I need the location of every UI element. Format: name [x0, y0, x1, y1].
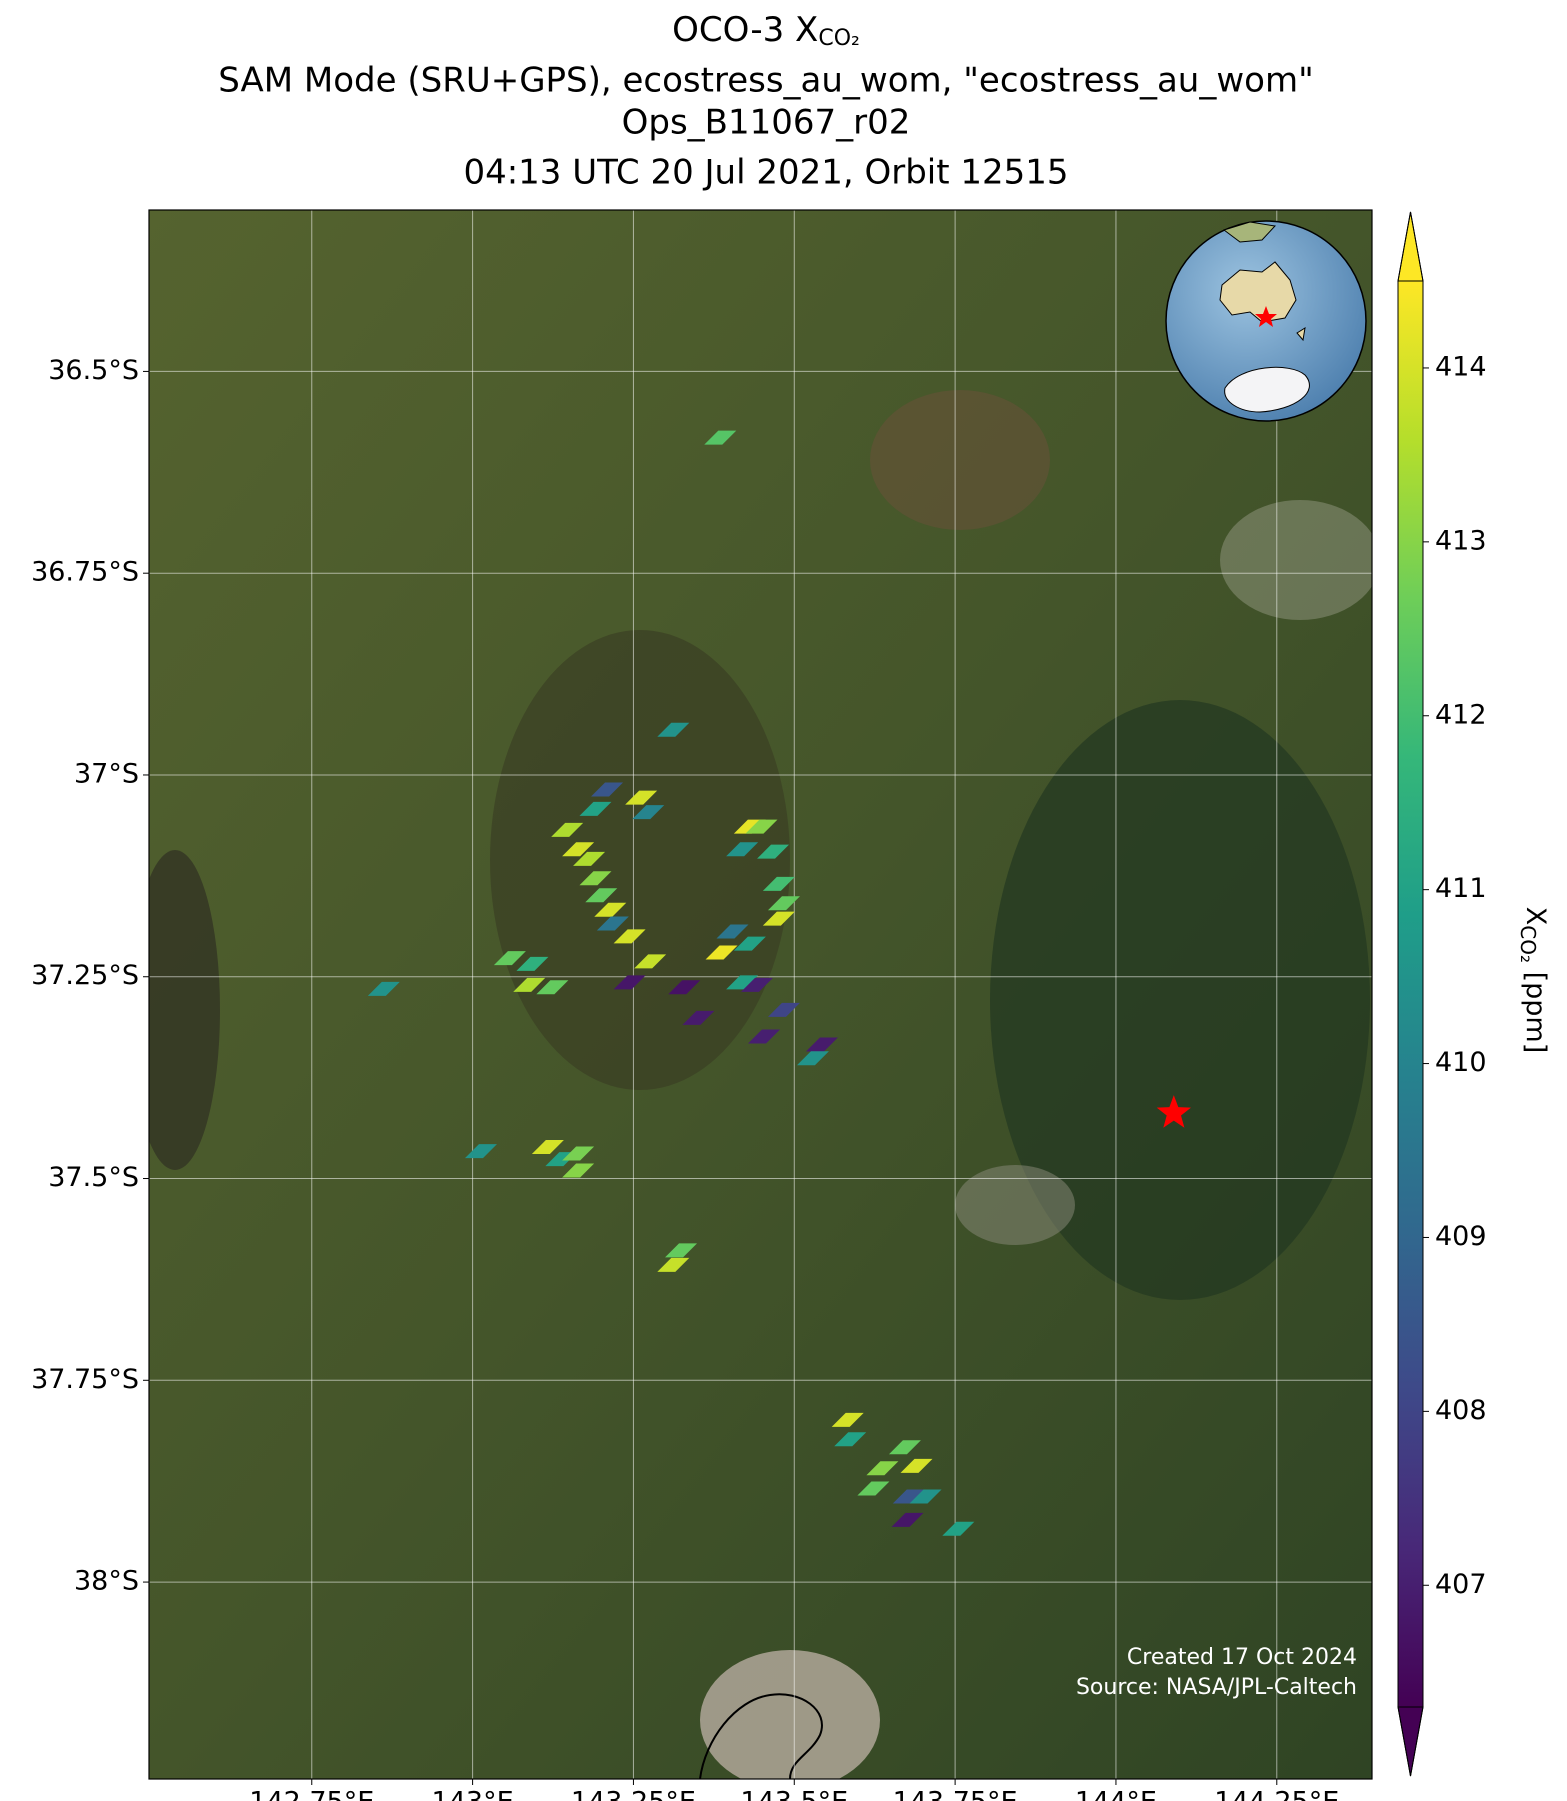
sounding: [634, 954, 667, 969]
colorbar-frame: [1397, 211, 1424, 1777]
colorbar-body: [1398, 281, 1423, 1707]
sounding: [748, 1029, 781, 1044]
sounding: [562, 842, 595, 857]
colorbar-tick-label: 410: [1435, 1047, 1487, 1078]
sounding: [745, 819, 778, 834]
sounding: [665, 1243, 698, 1258]
sounding: [585, 888, 618, 903]
colorbar-label: XCO₂ [ppm]: [1517, 907, 1552, 1053]
annotation: Source: NASA/JPL-Caltech: [1076, 1675, 1357, 1700]
sounding: [762, 876, 795, 891]
x-tick-label: 143.75°E: [893, 1787, 1018, 1801]
sounding: [591, 782, 624, 797]
sounding: [531, 1140, 564, 1155]
sounding: [740, 977, 773, 992]
sounding: [536, 980, 569, 995]
x-tick-label: 143.5°E: [740, 1787, 848, 1801]
annotation: Created 17 Oct 2024: [1127, 1645, 1357, 1670]
title-subscript: CO₂: [818, 26, 860, 51]
sounding: [668, 980, 701, 995]
sounding: [573, 851, 606, 866]
sounding: [900, 1458, 933, 1473]
x-tick-label: 143.25°E: [571, 1787, 696, 1801]
y-tick-label: 36.5°S: [48, 355, 139, 386]
sounding: [733, 936, 766, 951]
x-tick-label: 143°E: [432, 1787, 514, 1801]
sounding: [682, 1010, 715, 1025]
x-tick-label: 144°E: [1075, 1787, 1157, 1801]
sounding: [613, 929, 646, 944]
basemap: [149, 210, 1372, 1779]
colorbar-extend-min: [1397, 1706, 1424, 1777]
sounding: [579, 871, 612, 886]
sounding: [757, 844, 790, 859]
sounding: [767, 1002, 800, 1017]
sounding: [613, 975, 646, 990]
sounding: [857, 1481, 890, 1496]
colorbar-extend-max: [1397, 211, 1424, 282]
sounding: [367, 981, 400, 996]
sounding: [716, 924, 749, 939]
sounding: [909, 1489, 942, 1504]
sounding: [866, 1461, 899, 1476]
sounding: [493, 951, 526, 966]
chart-title: OCO-3 XCO₂: [672, 10, 860, 52]
map-frame: [148, 209, 1373, 1780]
subtitle-line: SAM Mode (SRU+GPS), ecostress_au_wom, "e…: [218, 61, 1313, 101]
y-tick-label: 37.75°S: [31, 1364, 139, 1395]
y-tick-label: 38°S: [74, 1566, 139, 1597]
sounding: [767, 896, 800, 911]
inset-globe: [1165, 220, 1367, 422]
sounding: [551, 822, 584, 837]
colorbar-tick-label: 413: [1435, 525, 1487, 556]
colorbar-label-symbol: X: [1521, 907, 1552, 926]
y-tick-label: 37.5°S: [48, 1162, 139, 1193]
sounding: [625, 790, 658, 805]
colorbar-tick-label: 414: [1435, 351, 1487, 382]
sounding: [892, 1489, 925, 1504]
title-text: OCO-3 X: [672, 10, 818, 50]
sounding: [464, 1144, 497, 1159]
sounding: [796, 1051, 829, 1066]
colorbar-tick-label: 409: [1435, 1221, 1487, 1252]
sounding: [562, 1163, 595, 1178]
colorbar-tick-label: 411: [1435, 873, 1487, 904]
y-tick-label: 36.75°S: [31, 557, 139, 588]
sounding: [834, 1432, 867, 1447]
sounding: [726, 975, 759, 990]
colorbar-label-subscript: CO₂: [1517, 925, 1541, 963]
sounding: [705, 945, 738, 960]
sounding: [805, 1037, 838, 1052]
sounding: [762, 911, 795, 926]
sounding: [657, 722, 690, 737]
colorbar: 407 408 409 410 411 412 413 414: [1397, 211, 1487, 1777]
sounding: [657, 1257, 690, 1272]
sounding: [594, 902, 627, 917]
y-tick-label: 37.25°S: [31, 960, 139, 991]
colorbar-tick-label: 408: [1435, 1395, 1487, 1426]
sounding: [888, 1440, 921, 1455]
x-tick-label: 142.75°E: [249, 1787, 374, 1801]
sounding: [516, 956, 549, 971]
sounding: [579, 801, 612, 816]
sounding: [704, 430, 737, 445]
sounding: [596, 916, 629, 931]
subtitle-line: Ops_B11067_r02: [622, 103, 911, 143]
x-tick-label: 144.25°E: [1214, 1787, 1339, 1801]
sounding: [513, 977, 546, 992]
sounding: [831, 1412, 864, 1427]
colorbar-tick-label: 412: [1435, 699, 1487, 730]
sounding: [726, 842, 759, 857]
colorbar-label-unit: [ppm]: [1521, 963, 1552, 1053]
y-tick-label: 37°S: [74, 758, 139, 789]
target-marker: [1156, 1095, 1191, 1128]
sounding: [891, 1512, 924, 1527]
colorbar-tick-label: 407: [1435, 1569, 1487, 1600]
sounding: [632, 805, 665, 820]
subtitle-line: 04:13 UTC 20 Jul 2021, Orbit 12515: [463, 153, 1068, 193]
sounding: [942, 1521, 975, 1536]
sounding: [562, 1146, 595, 1161]
